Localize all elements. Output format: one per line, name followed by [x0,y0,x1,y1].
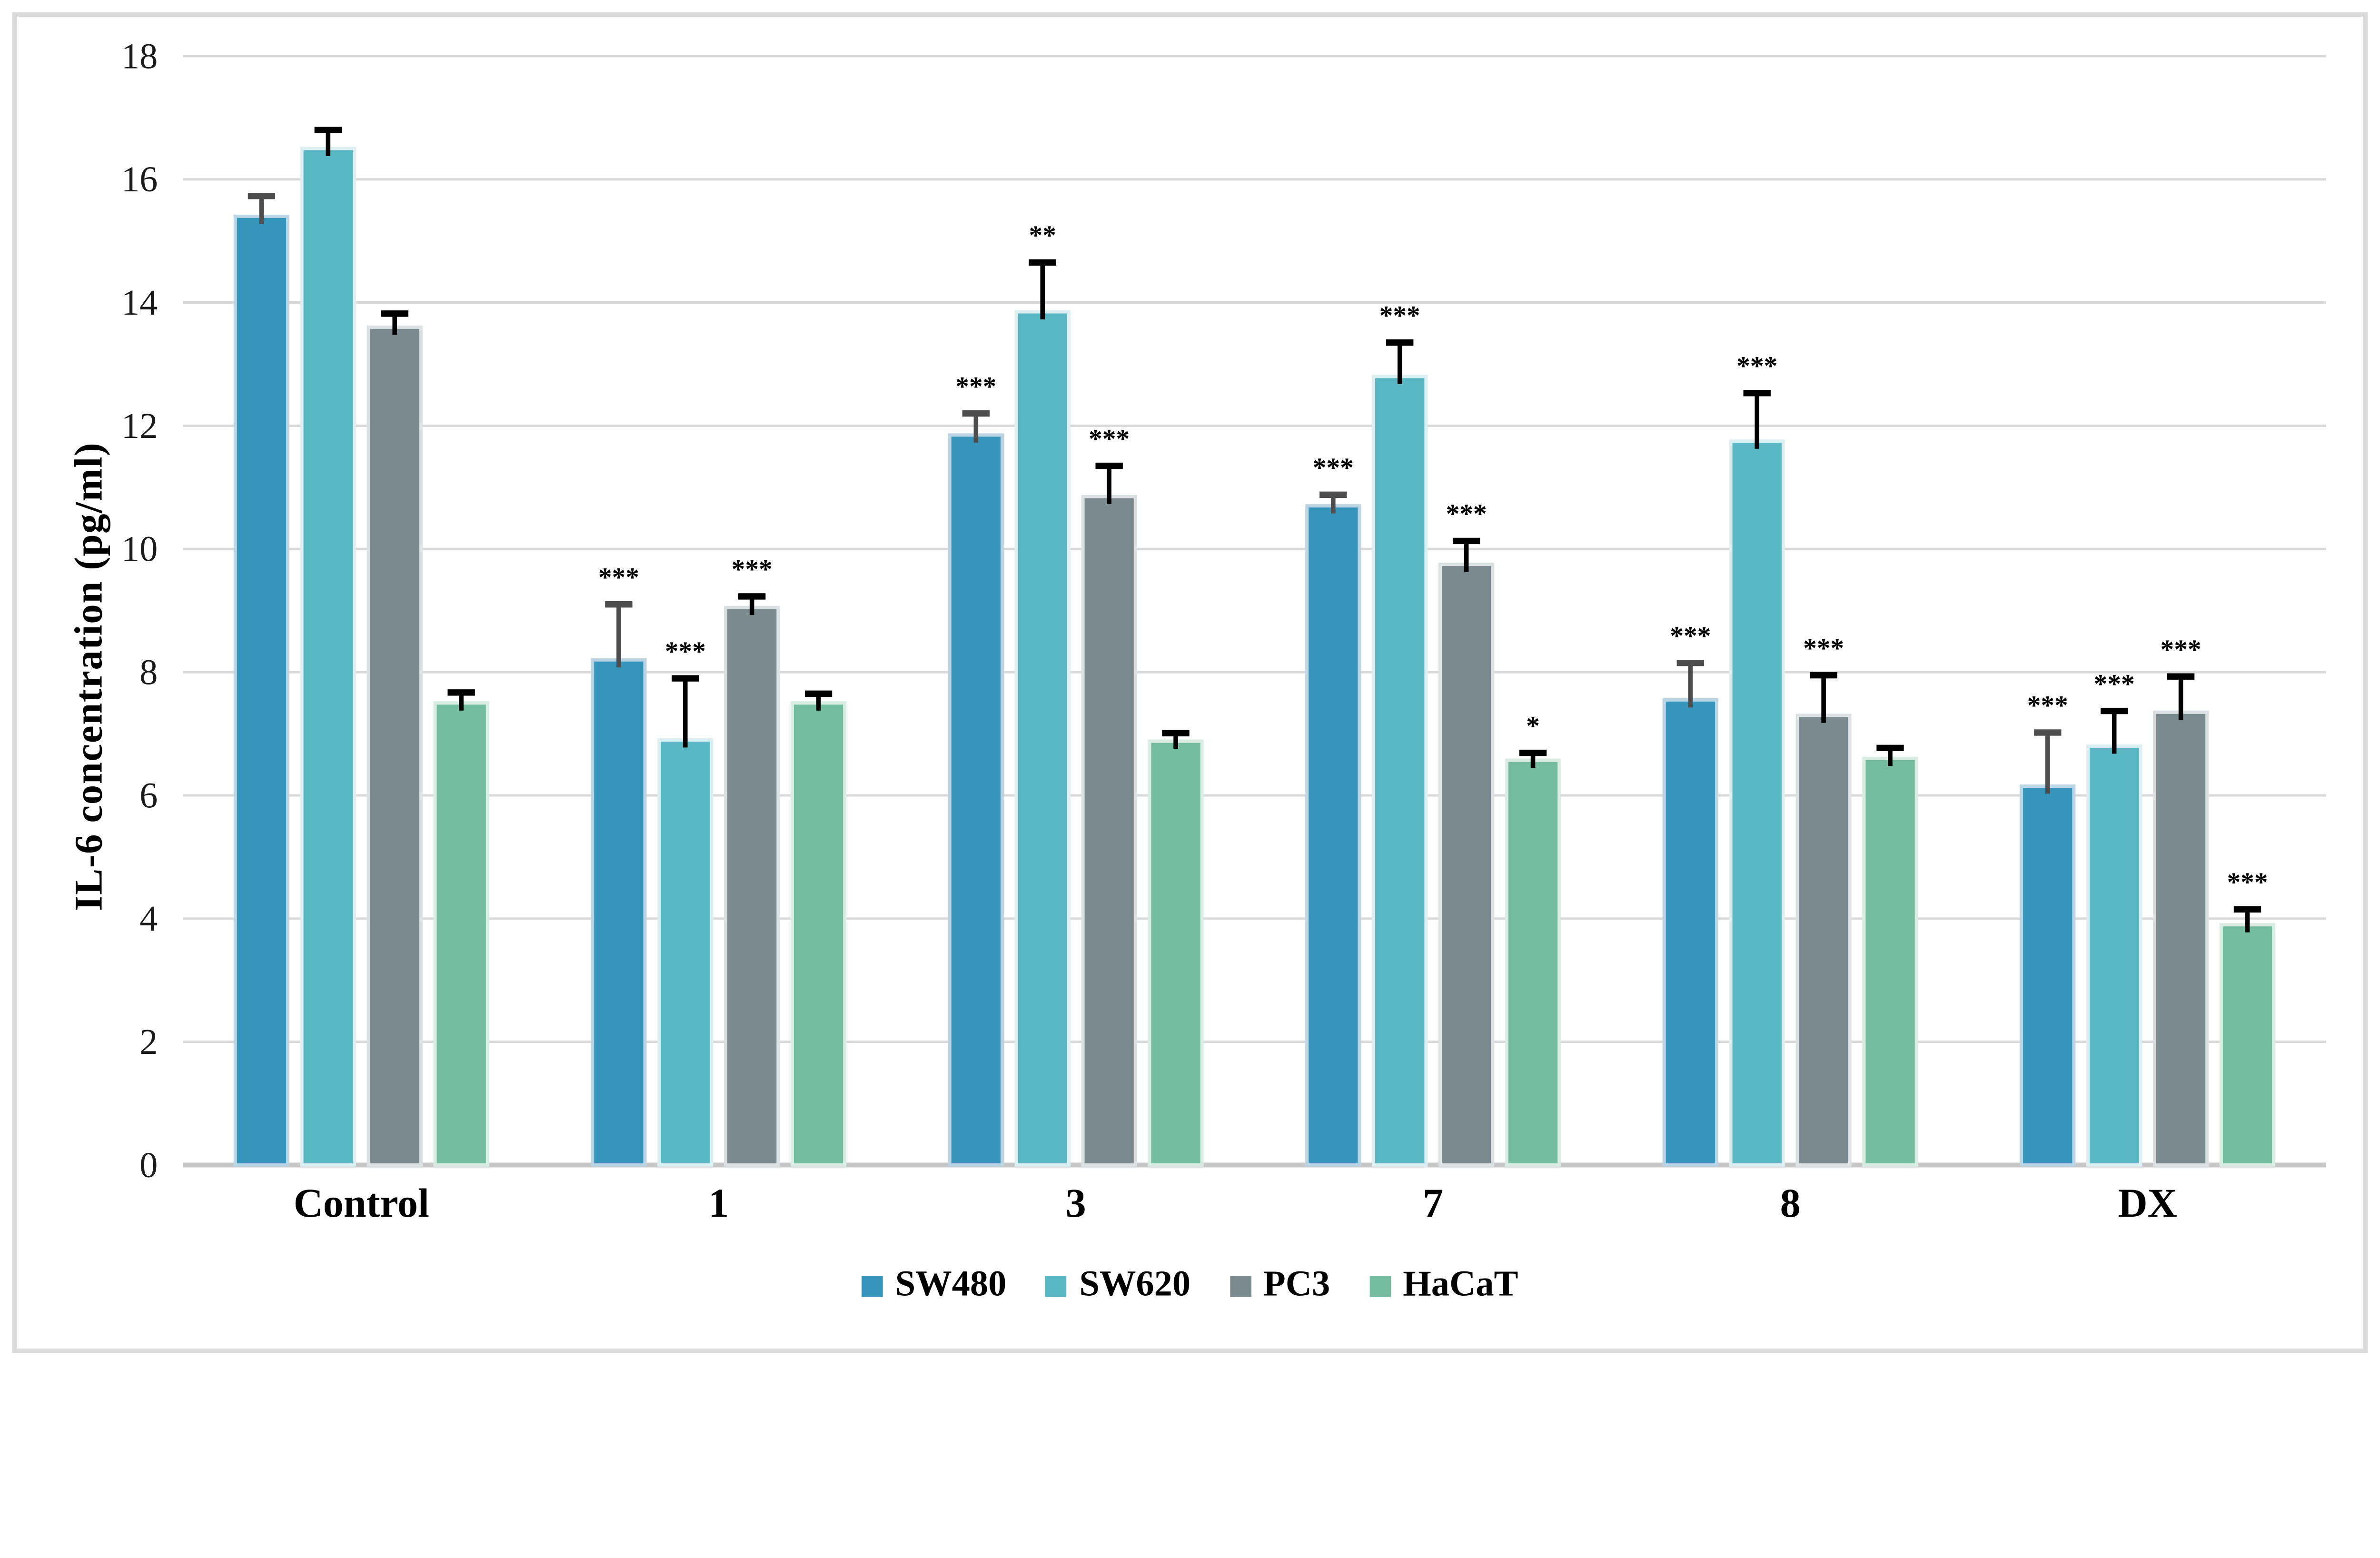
bar-hacat-8 [1862,756,1918,1167]
significance-sw480-7: *** [1313,453,1354,483]
significance-hacat-7: * [1526,711,1540,741]
x-tick-label: 3 [1066,1180,1086,1226]
legend-swatch-sw620 [1046,1275,1067,1297]
bar-pc3-8 [1795,714,1852,1167]
legend-label-sw480: SW480 [895,1265,1007,1305]
bar-pc3-1 [724,605,780,1167]
bar-hacat-dx [2219,923,2276,1167]
figure: 0 2 4 6 8 10 12 14 16 18 Control *** *** *** 1 *** ** ***… [0,12,2380,1353]
bar-pc3-dx [2152,710,2209,1167]
significance-pc3-3: *** [1089,424,1130,454]
significance-pc3-7: *** [1446,499,1487,529]
significance-hacat-dx: *** [2227,867,2268,897]
significance-sw620-8: *** [1736,351,1777,381]
legend-item-hacat: HaCaT [1369,1265,1518,1306]
bar-sw480-8 [1662,698,1718,1167]
bar-sw620-3 [1014,310,1071,1167]
legend-item-pc3: PC3 [1230,1265,1330,1306]
bar-chart: 024681012141618Control*********1********… [121,36,2326,1226]
bar-sw620-control [300,147,356,1167]
significance-sw480-1: *** [598,562,639,592]
significance-pc3-1: *** [732,555,773,585]
bar-sw480-control [233,214,290,1167]
significance-sw480-3: *** [955,371,996,401]
y-tick-label: 4 [139,898,158,939]
y-tick-label: 16 [121,159,158,199]
legend-item-sw480: SW480 [862,1265,1006,1306]
significance-pc3-8: *** [1803,633,1844,663]
bar-sw480-dx [2020,784,2076,1167]
y-tick-label: 10 [121,529,158,569]
significance-sw620-7: *** [1379,300,1420,330]
bar-pc3-control [367,325,423,1167]
bar-sw480-7 [1305,504,1361,1167]
y-tick-label: 6 [139,775,158,815]
bar-sw620-1 [657,738,714,1167]
legend-label-hacat: HaCaT [1403,1265,1518,1305]
y-tick-label: 0 [139,1145,158,1185]
legend-swatch-pc3 [1230,1275,1251,1297]
significance-sw480-8: *** [1670,621,1711,651]
x-tick-label: DX [2118,1180,2177,1226]
legend-label-pc3: PC3 [1263,1265,1330,1305]
y-tick-label: 18 [121,36,158,76]
significance-sw480-dx: *** [2027,691,2068,721]
bar-pc3-3 [1081,495,1137,1167]
x-tick-label: 7 [1423,1180,1443,1226]
legend-label-sw620: SW620 [1079,1265,1191,1305]
bar-hacat-7 [1505,758,1561,1167]
bar-hacat-3 [1148,739,1204,1167]
legend-swatch-sw480 [862,1275,883,1297]
y-axis-title: IL-6 concentration (pg/ml) [67,442,111,911]
significance-sw620-3: ** [1029,220,1056,250]
bar-sw620-7 [1372,375,1428,1167]
bar-pc3-7 [1438,563,1495,1167]
x-tick-label: Control [294,1180,429,1226]
legend-item-sw620: SW620 [1046,1265,1190,1306]
bar-sw480-3 [948,433,1004,1167]
bar-sw620-8 [1729,439,1785,1167]
legend: SW480 SW620 PC3 HaCaT [0,1265,2380,1306]
y-tick-label: 14 [121,282,158,323]
bar-sw480-1 [591,658,647,1167]
bar-sw620-dx [2086,744,2142,1167]
significance-sw620-1: *** [665,636,706,666]
significance-pc3-dx: *** [2161,635,2202,665]
x-tick-label: 8 [1780,1180,1801,1226]
x-tick-label: 1 [708,1180,729,1226]
legend-swatch-hacat [1369,1275,1391,1297]
y-tick-label: 8 [139,652,158,693]
significance-sw620-dx: *** [2094,669,2135,699]
y-tick-label: 12 [121,406,158,446]
bar-hacat-control [433,701,489,1167]
y-tick-label: 2 [139,1022,158,1062]
bar-hacat-1 [790,701,847,1167]
